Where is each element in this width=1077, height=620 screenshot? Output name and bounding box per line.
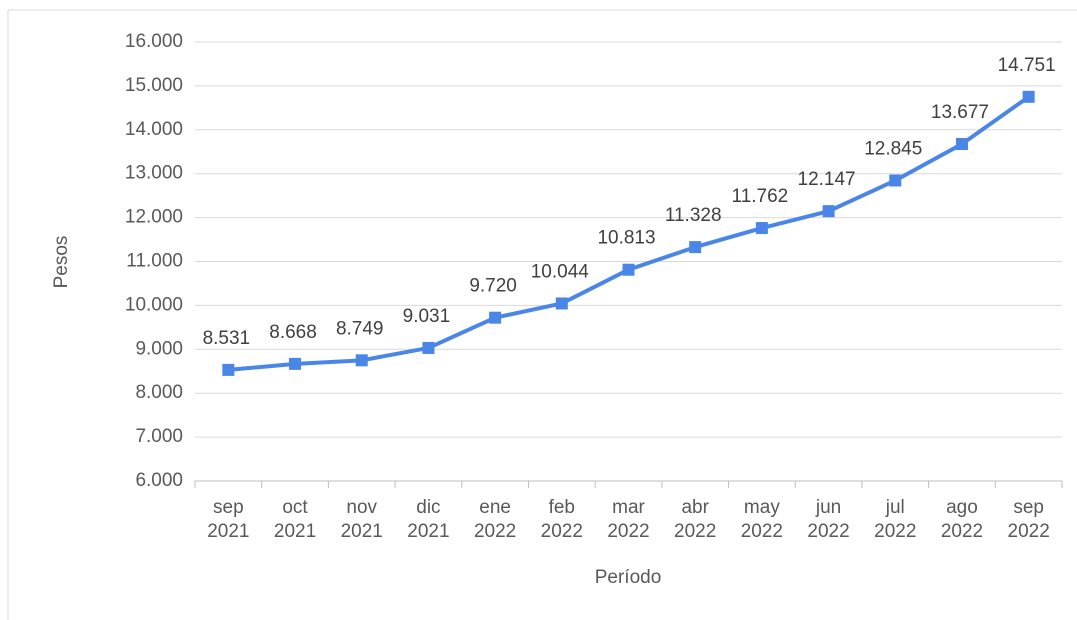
marker [1022, 90, 1035, 103]
y-tick-label: 8.000 [135, 382, 183, 403]
marker [955, 137, 968, 150]
marker [422, 341, 435, 354]
data-label: 11.762 [732, 186, 789, 207]
x-tick-label: dic 2021 [407, 497, 450, 542]
marker [489, 311, 502, 324]
x-tick-label: nov 2021 [340, 497, 383, 542]
y-tick-label: 6.000 [135, 470, 183, 491]
y-tick-label: 15.000 [125, 75, 183, 96]
x-axis-title: Período [595, 567, 662, 588]
data-label: 9.031 [403, 306, 451, 327]
data-label: 12.845 [864, 139, 922, 160]
data-label: 8.749 [336, 318, 384, 339]
marker [755, 222, 768, 235]
data-label: 8.531 [203, 328, 251, 349]
y-axis-title: Pesos [51, 236, 72, 289]
data-label: 9.720 [469, 276, 517, 297]
x-tick-label: abr 2022 [674, 497, 717, 542]
data-label: 14.751 [998, 55, 1056, 76]
x-tick-label: feb 2022 [540, 497, 583, 542]
x-tick-label: ago 2022 [940, 497, 984, 542]
marker [822, 205, 835, 218]
marker [889, 174, 902, 187]
marker [355, 354, 368, 367]
y-tick-label: 9.000 [135, 338, 183, 359]
marker [622, 263, 635, 276]
x-tick-label: mar 2022 [607, 497, 650, 542]
x-tick-label: jul 2022 [874, 497, 917, 542]
x-tick-label: sep 2022 [1007, 497, 1050, 542]
data-label: 10.044 [531, 261, 590, 282]
y-tick-label: 7.000 [135, 426, 183, 447]
x-tick-label: ene 2022 [473, 497, 517, 542]
marker [689, 241, 702, 254]
y-tick-label: 10.000 [125, 294, 183, 315]
x-tick-label: sep 2021 [207, 497, 250, 542]
y-tick-label: 14.000 [125, 119, 183, 140]
marker [555, 297, 568, 310]
data-label: 13.677 [931, 102, 989, 123]
data-label: 10.813 [597, 228, 655, 249]
x-tick-label: jun 2022 [807, 497, 850, 542]
x-tick-label: oct 2021 [273, 497, 317, 542]
y-tick-label: 12.000 [125, 207, 183, 228]
data-label: 12.147 [798, 169, 856, 190]
y-tick-label: 13.000 [125, 163, 183, 184]
marker [289, 357, 302, 370]
data-label: 11.328 [665, 205, 722, 226]
data-label: 8.668 [269, 322, 317, 343]
marker [222, 363, 235, 376]
x-tick-label: may 2022 [740, 497, 784, 542]
y-tick-label: 16.000 [125, 31, 183, 52]
y-tick-label: 11.000 [126, 251, 183, 272]
